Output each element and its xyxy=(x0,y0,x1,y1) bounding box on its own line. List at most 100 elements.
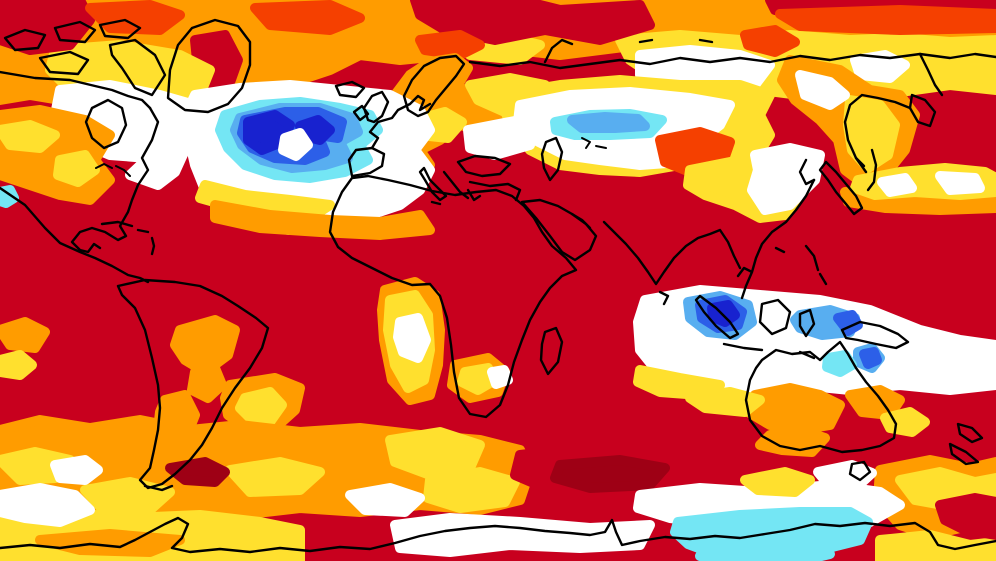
australia-warm-3 xyxy=(755,425,830,457)
persian-gulf-coast xyxy=(570,212,592,230)
britain-coast xyxy=(362,90,390,124)
australia-yellow-1 xyxy=(685,387,765,417)
warm-accent-4 xyxy=(415,30,485,60)
great-lakes xyxy=(95,163,131,177)
sri-lanka-coast xyxy=(658,290,670,306)
antarctic-white-band-mid xyxy=(390,513,655,557)
arafura-blue-dot xyxy=(833,310,863,336)
warm-accent-5 xyxy=(740,25,800,57)
japan-coast xyxy=(818,160,864,216)
okhotsk-yellow-core xyxy=(843,95,900,173)
na-west-coast xyxy=(0,186,150,284)
antilles-arc xyxy=(150,236,156,256)
south-australia-white xyxy=(813,460,877,491)
china-se-asia-coast xyxy=(736,178,816,300)
hot-corner-northwest xyxy=(0,0,95,55)
bottom-right-yellow xyxy=(875,530,996,561)
amur-white-patch xyxy=(795,70,850,110)
na-arctic-coast xyxy=(0,70,152,110)
sumatra-coast xyxy=(694,294,740,340)
southern-white-2 xyxy=(50,455,103,485)
west-na-yellow-1 xyxy=(0,120,60,153)
sicily-coast xyxy=(430,200,442,206)
caucasus-white-patch xyxy=(463,115,535,160)
korea-coast xyxy=(798,158,816,186)
hispaniola-coast xyxy=(136,228,150,234)
central-asia-lightblue-streak xyxy=(567,112,650,133)
arabia-coast xyxy=(520,198,598,262)
italy-coast xyxy=(418,166,448,202)
hot-patch-arctic-mid xyxy=(410,0,655,45)
lake-balkhash xyxy=(595,145,607,149)
southern-yellow-2 xyxy=(80,477,175,517)
ireland-coast xyxy=(352,104,370,122)
australia-coast xyxy=(744,340,898,454)
greenland-coast xyxy=(166,18,252,114)
southern-white-3 xyxy=(345,483,425,517)
bight-yellow xyxy=(740,467,815,497)
left-edge-cyan-dot xyxy=(0,185,19,208)
arctic-island-coast-4 xyxy=(38,50,90,76)
warm-accent-3 xyxy=(250,0,365,35)
nz-south-island-coast xyxy=(948,442,980,466)
madagascar-coast xyxy=(539,326,564,376)
java-coast xyxy=(722,342,764,352)
africa-coast xyxy=(328,174,578,419)
southern-hot-tongue-core xyxy=(550,455,670,493)
okhotsk-coast xyxy=(843,93,912,174)
se-brazil-yellow xyxy=(235,387,287,427)
borneo-coast xyxy=(758,298,792,336)
balkans-coast xyxy=(442,170,482,202)
left-edge-warm-patch xyxy=(0,317,50,353)
svalbard-coast xyxy=(638,38,714,44)
philippines-coast xyxy=(804,244,828,286)
hainan-coast xyxy=(774,246,786,254)
arctic-island-coast-1 xyxy=(3,28,47,52)
south-america-coast xyxy=(116,278,270,490)
cuba-coast xyxy=(100,220,134,228)
west-na-yellow-2 xyxy=(53,150,100,187)
scandinavia-coast xyxy=(402,54,466,118)
black-sea-coast xyxy=(456,154,512,178)
hudson-bay-coast xyxy=(84,98,128,150)
aral-sea xyxy=(581,137,591,149)
cold-anomaly-layer xyxy=(0,80,885,561)
antarctica-coast xyxy=(0,516,996,554)
antarctic-cyan-strip-2 xyxy=(695,547,835,561)
gulf-carpentaria-cyan xyxy=(822,350,857,377)
new-guinea-coast xyxy=(840,320,910,350)
left-edge-yellow-patch xyxy=(0,350,37,380)
caspian-sea-coast xyxy=(540,136,564,182)
tierra-del-fuego-coast xyxy=(143,484,174,492)
anatolia-coast xyxy=(468,180,522,202)
south-america-warm-2 xyxy=(187,363,227,403)
coral-sea-blue-dot xyxy=(859,347,882,369)
japan-east-white-spot-1 xyxy=(877,173,917,197)
warm-accent-2 xyxy=(775,5,996,35)
sw-africa-white-core xyxy=(393,313,431,363)
taymyr-white-patch xyxy=(850,50,910,83)
india-coast xyxy=(602,220,742,286)
novaya-zemlya-coast xyxy=(543,38,574,64)
hokkaido-coast xyxy=(854,156,866,168)
southern-white-1 xyxy=(0,483,95,527)
na-east-gulf-coast xyxy=(70,106,160,254)
chukotka-coast xyxy=(918,52,944,97)
bottom-right-hot-wedge xyxy=(935,493,996,540)
southern-yellow-5 xyxy=(423,467,520,513)
iberia-coast xyxy=(347,146,386,178)
south-africa-white-dot xyxy=(487,365,513,389)
south-africa-yellow xyxy=(457,363,500,395)
baffin-island-coast xyxy=(108,38,167,97)
sakhalin-coast xyxy=(866,148,878,192)
bottom-left-warm-streak xyxy=(35,529,185,557)
coastlines-layer xyxy=(0,18,996,554)
southern-yellow-4 xyxy=(385,427,485,480)
sulawesi-coast xyxy=(798,308,816,338)
nz-north-island-coast xyxy=(956,422,984,444)
arctic-island-coast-2 xyxy=(53,20,97,44)
west-europe-coast xyxy=(368,94,432,150)
atlantic-warm-fringe xyxy=(210,200,435,240)
